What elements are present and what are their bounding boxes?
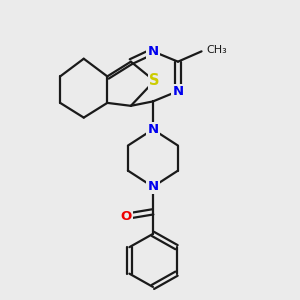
Text: N: N <box>147 123 158 136</box>
Text: N: N <box>147 180 158 193</box>
Text: CH₃: CH₃ <box>206 45 227 55</box>
Text: S: S <box>149 73 160 88</box>
Text: O: O <box>121 210 132 223</box>
Text: N: N <box>147 45 158 58</box>
Text: N: N <box>172 85 184 98</box>
